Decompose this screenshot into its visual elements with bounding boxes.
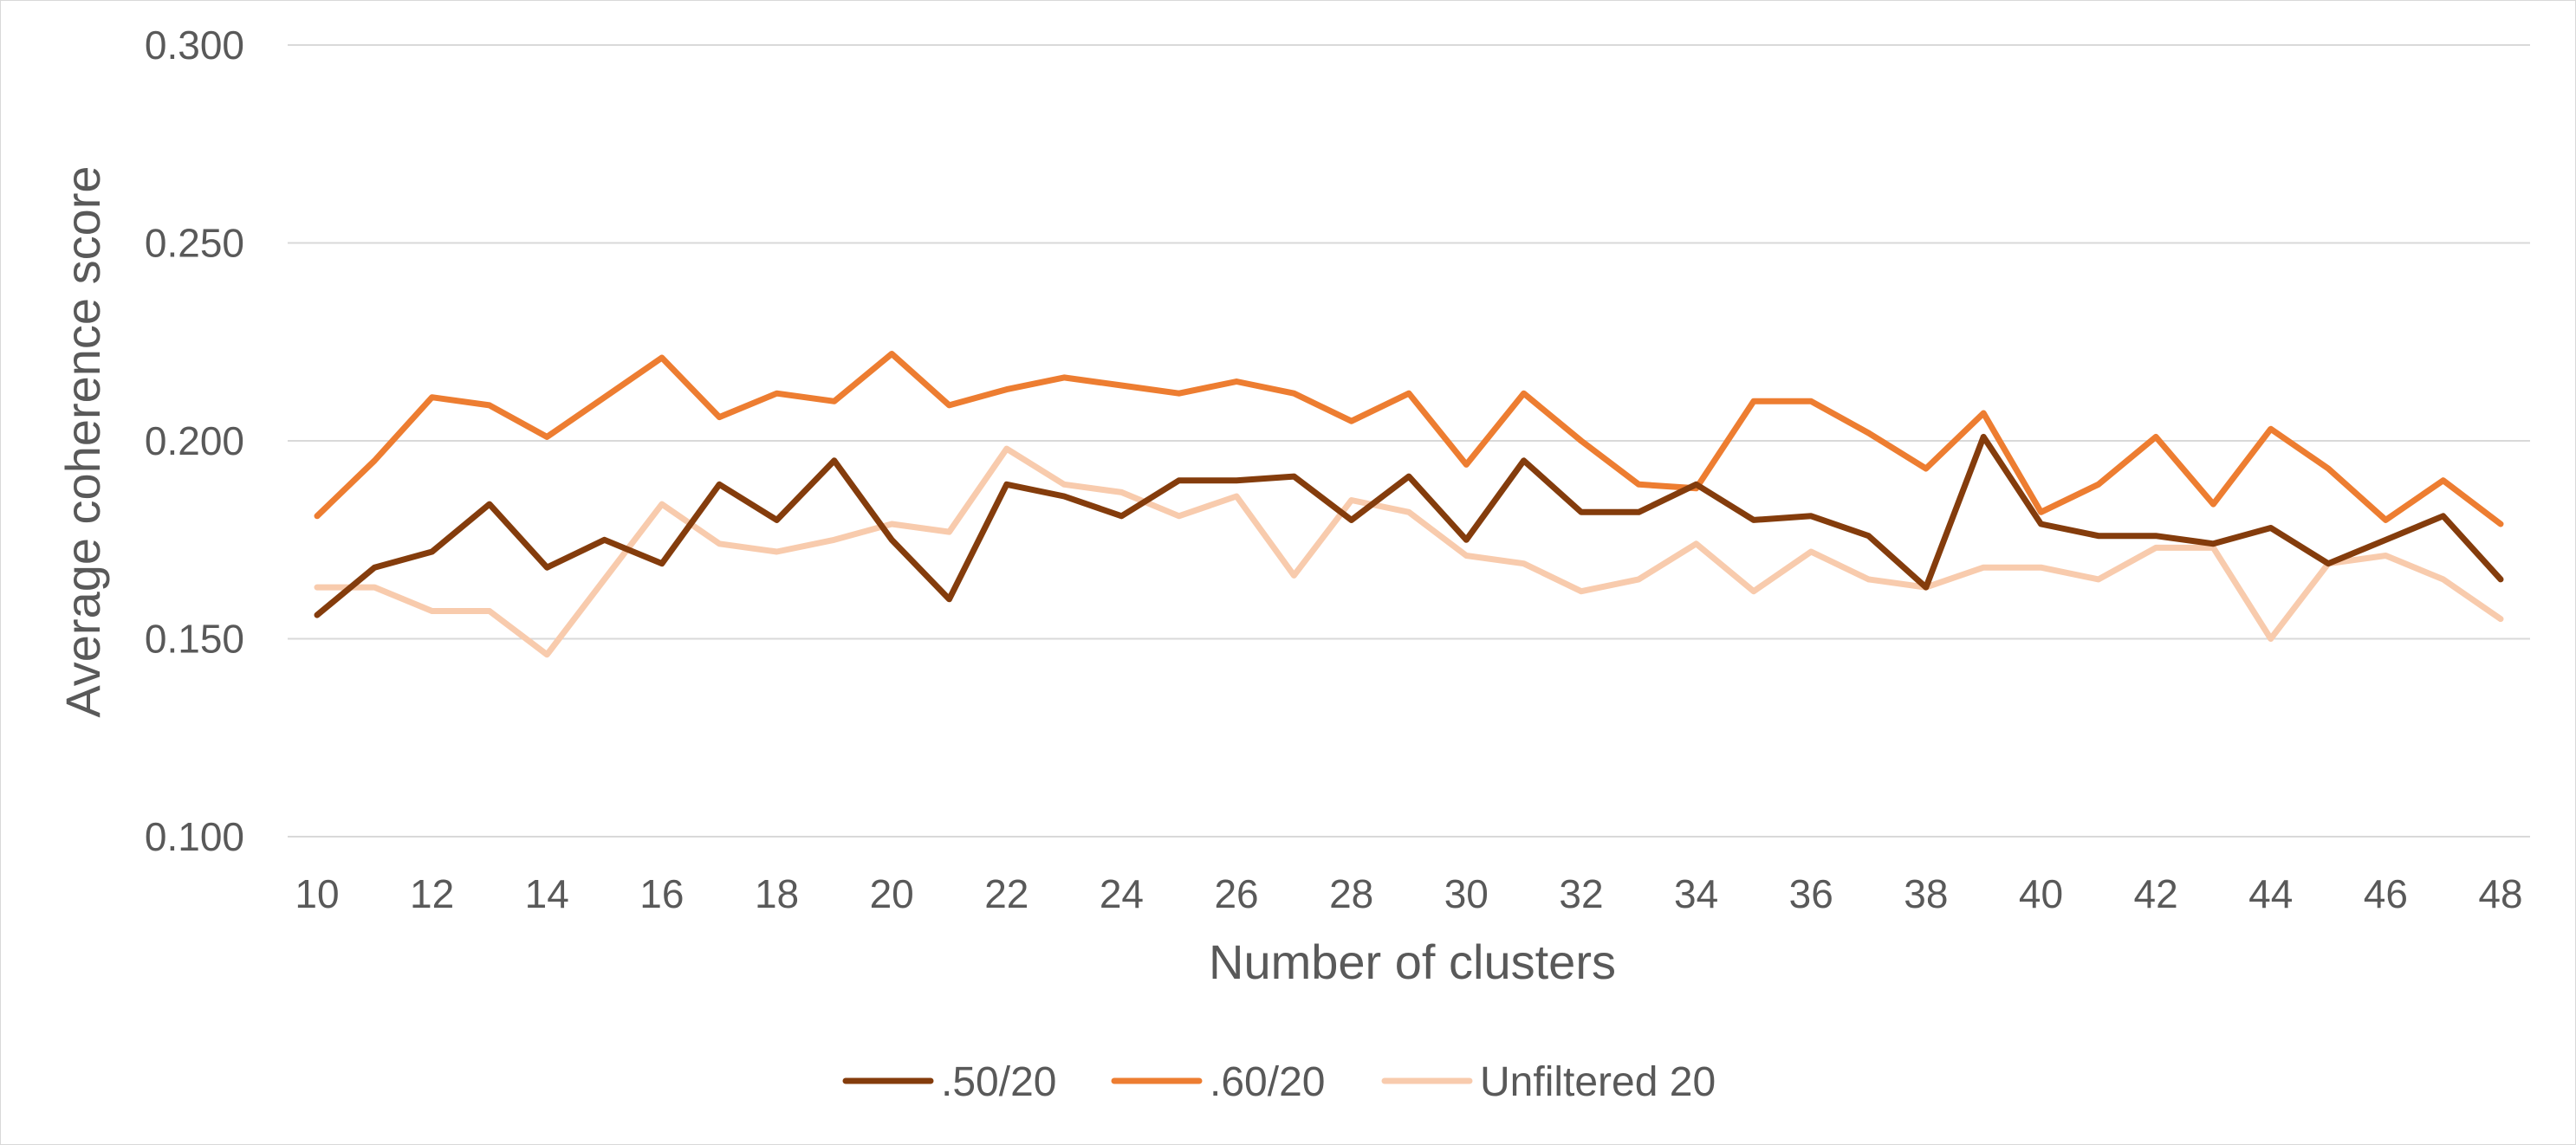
x-tick-label: 46	[2364, 871, 2408, 916]
series-line-0	[314, 433, 2504, 618]
y-tick-label: 0.300	[145, 23, 244, 68]
series-line-2	[314, 445, 2504, 658]
y-tick-label: 0.250	[145, 221, 244, 266]
x-tick-label: 20	[870, 871, 914, 916]
y-tick-label: 0.200	[145, 418, 244, 463]
x-tick-label: 22	[984, 871, 1028, 916]
x-tick-label: 12	[410, 871, 454, 916]
legend: .50/20 .60/20 Unfiltered 20	[842, 1059, 1716, 1105]
series-lines	[314, 351, 2504, 658]
x-tick-label: 36	[1789, 871, 1833, 916]
x-tick-label: 24	[1100, 871, 1144, 916]
legend-label-1: .60/20	[1210, 1059, 1325, 1105]
series-line-1	[314, 351, 2504, 527]
y-axis-ticks: 0.100 0.150 0.200 0.250 0.300	[145, 23, 244, 859]
x-tick-label: 48	[2478, 871, 2522, 916]
x-tick-label: 44	[2248, 871, 2293, 916]
x-tick-label: 14	[525, 871, 569, 916]
x-tick-label: 28	[1329, 871, 1373, 916]
x-tick-label: 38	[1904, 871, 1948, 916]
x-tick-label: 10	[295, 871, 339, 916]
gridlines	[288, 44, 2530, 838]
x-tick-label: 40	[2019, 871, 2063, 916]
x-tick-label: 30	[1444, 871, 1489, 916]
y-axis-title: Average coherence score	[55, 165, 110, 717]
x-tick-label: 34	[1674, 871, 1718, 916]
legend-label-0: .50/20	[941, 1059, 1056, 1105]
x-axis-title: Number of clusters	[1209, 935, 1616, 989]
x-tick-label: 42	[2134, 871, 2178, 916]
legend-label-2: Unfiltered 20	[1480, 1059, 1716, 1105]
x-tick-label: 18	[755, 871, 799, 916]
y-tick-label: 0.150	[145, 617, 244, 662]
y-tick-label: 0.100	[145, 814, 244, 859]
x-tick-label: 16	[639, 871, 684, 916]
x-axis-ticks: 10 12 14 16 18 20 22 24 26 28 30 32 34 36 38 40 42 44 46 48	[295, 871, 2522, 916]
x-tick-label: 32	[1559, 871, 1603, 916]
x-tick-label: 26	[1214, 871, 1258, 916]
